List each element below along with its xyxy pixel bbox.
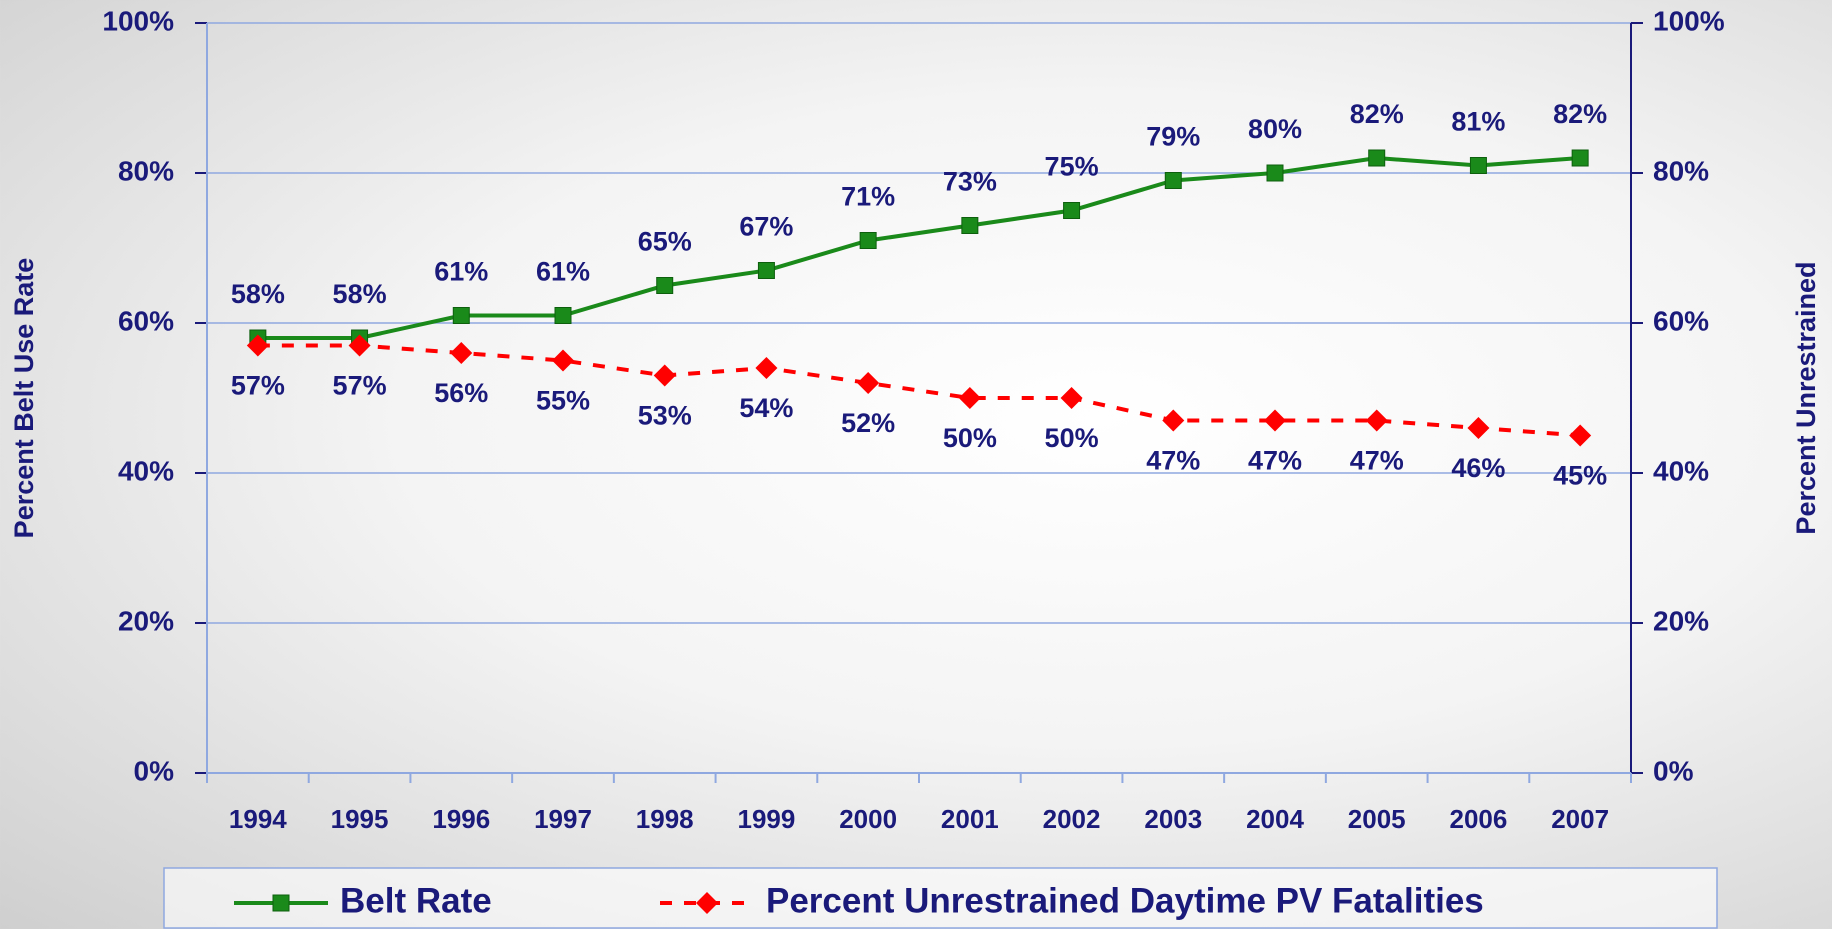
y-tick-label: 100%: [102, 5, 174, 36]
data-point: [1266, 164, 1284, 182]
data-label: 50%: [943, 423, 997, 453]
data-point: [757, 262, 775, 279]
data-label: 54%: [739, 393, 793, 423]
data-point: [554, 307, 572, 324]
data-point: [1164, 172, 1182, 189]
legend-marker: [272, 894, 290, 912]
data-point: [1063, 202, 1081, 219]
data-point: [1060, 387, 1083, 409]
data-label: 61%: [536, 257, 590, 287]
data-point: [857, 372, 880, 394]
data-label: 57%: [333, 371, 387, 401]
data-point: [755, 357, 778, 379]
y2-tick-label: 60%: [1653, 305, 1709, 336]
data-point: [1365, 409, 1388, 432]
y2-tick-label: 20%: [1653, 605, 1709, 636]
data-point: [452, 307, 470, 324]
data-label: 52%: [841, 408, 895, 438]
data-point: [348, 334, 371, 357]
y2-tick-label: 40%: [1653, 455, 1709, 486]
x-tick-label: 2003: [1144, 804, 1202, 834]
data-label: 67%: [739, 212, 793, 242]
legend-marker: [696, 892, 718, 914]
y2-tick-label: 100%: [1653, 5, 1725, 36]
data-label: 73%: [943, 167, 997, 197]
data-label: 47%: [1248, 446, 1302, 476]
data-point: [961, 217, 979, 234]
data-point: [1368, 149, 1386, 167]
series-line: [257, 155, 1581, 340]
data-point: [246, 334, 269, 357]
x-tick-label: 1995: [331, 804, 389, 834]
data-label: 47%: [1146, 446, 1200, 476]
data-point: [656, 277, 674, 294]
y-tick-label: 60%: [118, 305, 174, 336]
y-axis-title: Percent Belt Use Rate: [9, 258, 39, 539]
legend-label: Belt Rate: [340, 881, 492, 920]
data-label: 58%: [333, 279, 387, 309]
legend-label: Percent Unrestrained Daytime PV Fataliti…: [766, 881, 1484, 920]
x-tick-label: 2001: [941, 804, 999, 834]
y-tick-label: 80%: [118, 155, 174, 186]
data-label: 65%: [638, 227, 692, 257]
data-point: [1162, 409, 1185, 432]
data-label: 82%: [1553, 99, 1607, 129]
y2-tick-label: 0%: [1653, 755, 1694, 786]
data-point: [958, 387, 981, 409]
data-point: [1469, 157, 1487, 174]
data-label: 55%: [536, 386, 590, 416]
y-tick-label: 40%: [118, 455, 174, 486]
x-tick-label: 2005: [1348, 804, 1406, 834]
x-tick-label: 1994: [229, 804, 287, 834]
x-tick-label: 1998: [636, 804, 694, 834]
data-label: 53%: [638, 401, 692, 431]
data-label: 80%: [1248, 114, 1302, 144]
data-label: 58%: [231, 279, 285, 309]
data-label: 81%: [1451, 107, 1505, 137]
data-point: [653, 364, 676, 387]
x-tick-label: 1996: [432, 804, 490, 834]
x-tick-label: 2000: [839, 804, 897, 834]
y2-tick-label: 80%: [1653, 155, 1709, 186]
series-line: [257, 343, 1581, 438]
y-tick-label: 20%: [118, 605, 174, 636]
data-label: 75%: [1045, 152, 1099, 182]
x-tick-label: 2004: [1246, 804, 1304, 834]
data-label: 79%: [1146, 122, 1200, 152]
data-label: 57%: [231, 371, 285, 401]
data-label: 47%: [1350, 446, 1404, 476]
x-tick-label: 2006: [1450, 804, 1508, 834]
x-tick-label: 2007: [1551, 804, 1609, 834]
data-point: [859, 232, 877, 249]
x-tick-label: 1997: [534, 804, 592, 834]
data-label: 61%: [434, 257, 488, 287]
data-point: [450, 342, 473, 364]
data-label: 45%: [1553, 461, 1607, 491]
y-tick-label: 0%: [134, 755, 175, 786]
y2-axis-title: Percent Unrestrained: [1791, 261, 1821, 534]
data-point: [1571, 149, 1589, 167]
x-tick-label: 1999: [738, 804, 796, 834]
data-point: [1264, 409, 1286, 432]
data-label: 46%: [1451, 453, 1505, 483]
data-point: [1467, 417, 1490, 439]
data-point: [1569, 424, 1592, 447]
legend-box: [163, 867, 1718, 929]
x-tick-label: 2002: [1043, 804, 1101, 834]
data-point: [552, 349, 574, 372]
data-label: 50%: [1045, 423, 1099, 453]
data-label: 56%: [434, 378, 488, 408]
data-label: 71%: [841, 182, 895, 212]
data-label: 82%: [1350, 99, 1404, 129]
